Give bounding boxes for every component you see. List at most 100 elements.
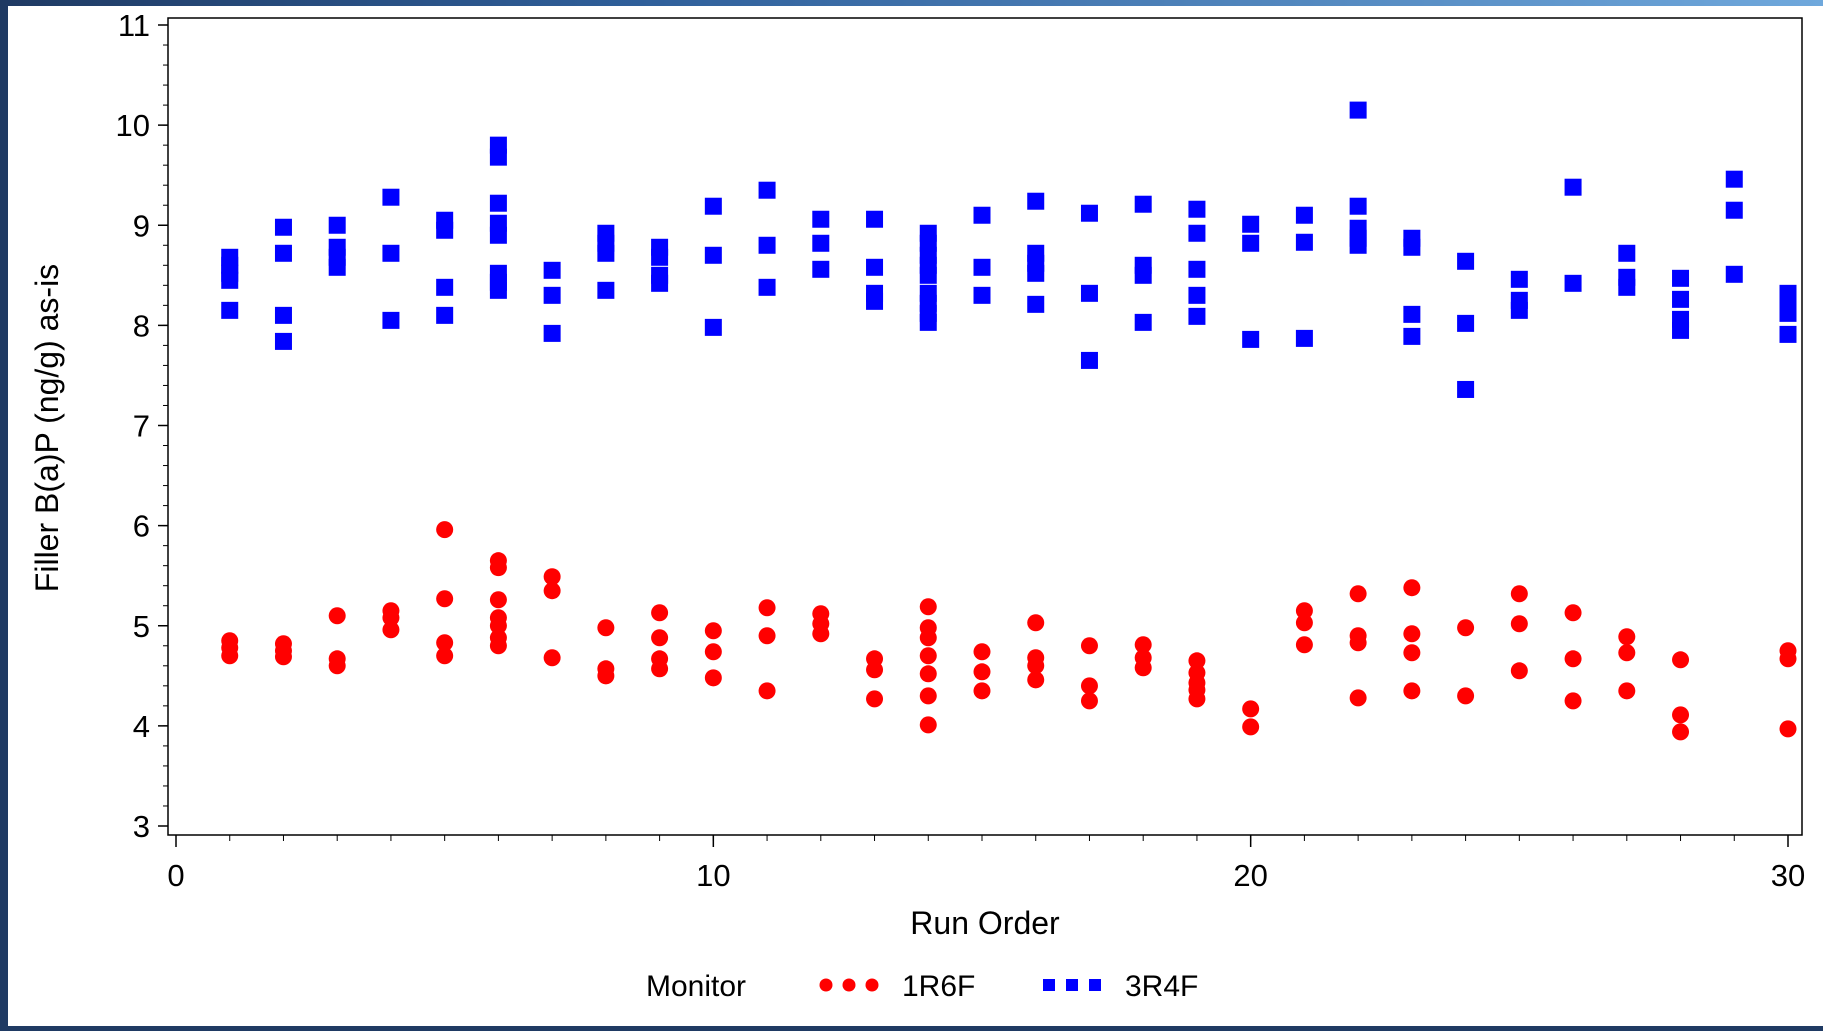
chart-canvas: 3 4 5 6 7 8 9 10 11 0 10 20 30 Filler B(a)P (ng/g) … [8, 6, 1823, 1026]
data-point [1350, 689, 1367, 706]
data-point [1403, 625, 1420, 642]
y-tick-label: 5 [133, 609, 150, 644]
data-point [1726, 171, 1743, 188]
data-point [490, 227, 507, 244]
data-point [1135, 196, 1152, 213]
data-point [866, 293, 883, 310]
data-point [759, 237, 776, 254]
data-point [490, 195, 507, 212]
data-point [436, 222, 453, 239]
data-point [1188, 287, 1205, 304]
data-point [974, 287, 991, 304]
legend-marker [843, 979, 856, 992]
data-point [597, 619, 614, 636]
legend-item: 3R4F [1043, 970, 1198, 1003]
data-point [812, 235, 829, 252]
data-point [1457, 381, 1474, 398]
data-point [974, 207, 991, 224]
data-point [705, 198, 722, 215]
scatter-chart: 34567891011 0 10 20 30 Filler B(a)P (ng/g) … [8, 6, 1823, 1026]
data-point [1565, 179, 1582, 196]
data-point [275, 307, 292, 324]
data-point [1242, 235, 1259, 252]
data-point [490, 282, 507, 299]
data-point [866, 690, 883, 707]
data-point [1403, 682, 1420, 699]
x-axis-label: Run Order [910, 905, 1060, 941]
data-point [920, 716, 937, 733]
data-point [920, 687, 937, 704]
plot-frame [168, 18, 1802, 835]
data-point [920, 647, 937, 664]
x-tick-label: 20 [1233, 858, 1267, 893]
data-point [436, 279, 453, 296]
data-point [974, 663, 991, 680]
data-point [275, 333, 292, 350]
data-point [275, 219, 292, 236]
data-point [1081, 637, 1098, 654]
data-point [1618, 279, 1635, 296]
x-tick-label: 30 [1771, 858, 1805, 893]
y-axis-label: Filler B(a)P (ng/g) as-is [29, 264, 65, 592]
data-point [1511, 662, 1528, 679]
data-point [759, 682, 776, 699]
data-point [866, 661, 883, 678]
data-point [1242, 331, 1259, 348]
legend-item: 1R6F [820, 970, 976, 1003]
legend-label: 1R6F [902, 970, 975, 1003]
data-point [1296, 234, 1313, 251]
data-point [920, 598, 937, 615]
y-tick-label: 11 [118, 8, 150, 43]
data-point [382, 245, 399, 262]
data-point [812, 211, 829, 228]
data-point [1188, 308, 1205, 325]
data-point [544, 582, 561, 599]
data-point [920, 665, 937, 682]
data-point [221, 647, 238, 664]
y-tick-label: 3 [133, 809, 150, 844]
data-point [1081, 677, 1098, 694]
data-point [1780, 326, 1797, 343]
data-point [1135, 314, 1152, 331]
data-point [1457, 619, 1474, 636]
legend-title: Monitor [646, 970, 746, 1003]
data-point [1135, 659, 1152, 676]
data-point [382, 189, 399, 206]
data-point [1726, 202, 1743, 219]
data-point [329, 259, 346, 276]
data-point [597, 282, 614, 299]
data-point [651, 629, 668, 646]
data-point [490, 591, 507, 608]
data-point [974, 259, 991, 276]
data-point [866, 259, 883, 276]
data-point [1027, 296, 1044, 313]
data-point [221, 272, 238, 289]
data-point [1780, 650, 1797, 667]
data-point [1350, 237, 1367, 254]
y-tick-label: 4 [133, 709, 150, 744]
data-point [1457, 315, 1474, 332]
x-tick-label: 10 [696, 858, 730, 893]
data-point [1296, 207, 1313, 224]
data-point [1565, 604, 1582, 621]
data-point [705, 669, 722, 686]
data-point [490, 149, 507, 166]
data-point [544, 287, 561, 304]
data-point [275, 648, 292, 665]
data-point [812, 625, 829, 642]
data-point [974, 682, 991, 699]
data-point [705, 643, 722, 660]
series-3R4F [221, 102, 1796, 398]
data-point [490, 637, 507, 654]
data-point [1081, 205, 1098, 222]
data-point [974, 643, 991, 660]
data-point [1780, 720, 1797, 737]
data-point [1296, 330, 1313, 347]
data-point [597, 245, 614, 262]
data-points [221, 102, 1796, 741]
data-point [1403, 328, 1420, 345]
data-point [1565, 650, 1582, 667]
legend-marker [1066, 979, 1078, 991]
data-point [920, 314, 937, 331]
data-point [544, 262, 561, 279]
